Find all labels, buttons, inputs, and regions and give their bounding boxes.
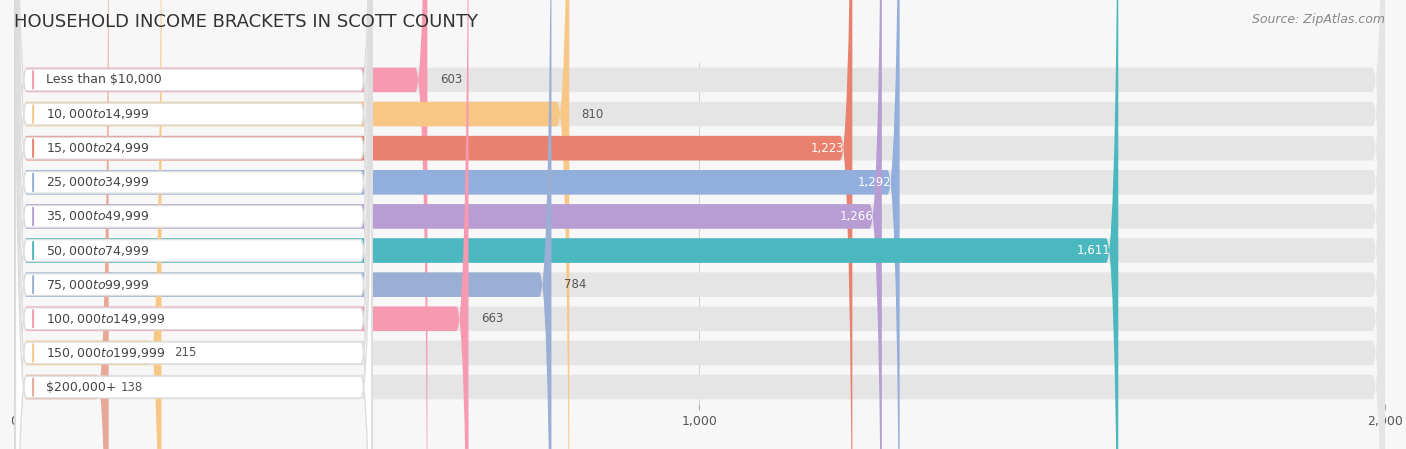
Text: $35,000 to $49,999: $35,000 to $49,999: [46, 209, 149, 224]
FancyBboxPatch shape: [14, 0, 1118, 449]
FancyBboxPatch shape: [14, 0, 1385, 449]
FancyBboxPatch shape: [14, 0, 108, 449]
Text: HOUSEHOLD INCOME BRACKETS IN SCOTT COUNTY: HOUSEHOLD INCOME BRACKETS IN SCOTT COUNT…: [14, 13, 478, 31]
FancyBboxPatch shape: [14, 0, 1385, 449]
FancyBboxPatch shape: [14, 0, 900, 449]
FancyBboxPatch shape: [14, 0, 1385, 449]
Text: 1,223: 1,223: [810, 142, 844, 154]
Text: $150,000 to $199,999: $150,000 to $199,999: [46, 346, 165, 360]
FancyBboxPatch shape: [14, 0, 427, 449]
FancyBboxPatch shape: [15, 0, 371, 449]
FancyBboxPatch shape: [14, 0, 1385, 449]
Text: 215: 215: [174, 347, 197, 359]
FancyBboxPatch shape: [14, 0, 551, 449]
FancyBboxPatch shape: [14, 0, 1385, 449]
FancyBboxPatch shape: [14, 0, 1385, 449]
FancyBboxPatch shape: [14, 0, 468, 449]
Text: $10,000 to $14,999: $10,000 to $14,999: [46, 107, 149, 121]
FancyBboxPatch shape: [15, 0, 371, 449]
FancyBboxPatch shape: [14, 0, 569, 449]
FancyBboxPatch shape: [15, 0, 371, 449]
Text: 810: 810: [582, 108, 603, 120]
FancyBboxPatch shape: [15, 0, 371, 449]
FancyBboxPatch shape: [15, 0, 371, 449]
FancyBboxPatch shape: [14, 0, 1385, 449]
Text: Source: ZipAtlas.com: Source: ZipAtlas.com: [1251, 13, 1385, 26]
FancyBboxPatch shape: [14, 0, 882, 449]
Text: 1,611: 1,611: [1077, 244, 1111, 257]
FancyBboxPatch shape: [15, 0, 371, 449]
FancyBboxPatch shape: [14, 0, 1385, 449]
Text: 784: 784: [564, 278, 586, 291]
Text: 663: 663: [481, 313, 503, 325]
FancyBboxPatch shape: [15, 0, 371, 449]
FancyBboxPatch shape: [15, 0, 371, 449]
Text: 1,292: 1,292: [858, 176, 891, 189]
Text: 138: 138: [121, 381, 143, 393]
Text: $200,000+: $200,000+: [46, 381, 117, 393]
FancyBboxPatch shape: [14, 0, 852, 449]
FancyBboxPatch shape: [14, 0, 1385, 449]
Text: $100,000 to $149,999: $100,000 to $149,999: [46, 312, 165, 326]
Text: 1,266: 1,266: [839, 210, 873, 223]
FancyBboxPatch shape: [14, 0, 1385, 449]
FancyBboxPatch shape: [15, 0, 371, 449]
FancyBboxPatch shape: [15, 0, 371, 449]
Text: Less than $10,000: Less than $10,000: [46, 74, 162, 86]
Text: $25,000 to $34,999: $25,000 to $34,999: [46, 175, 149, 189]
Text: $50,000 to $74,999: $50,000 to $74,999: [46, 243, 149, 258]
Text: $15,000 to $24,999: $15,000 to $24,999: [46, 141, 149, 155]
Text: 603: 603: [440, 74, 463, 86]
Text: $75,000 to $99,999: $75,000 to $99,999: [46, 277, 149, 292]
FancyBboxPatch shape: [14, 0, 162, 449]
